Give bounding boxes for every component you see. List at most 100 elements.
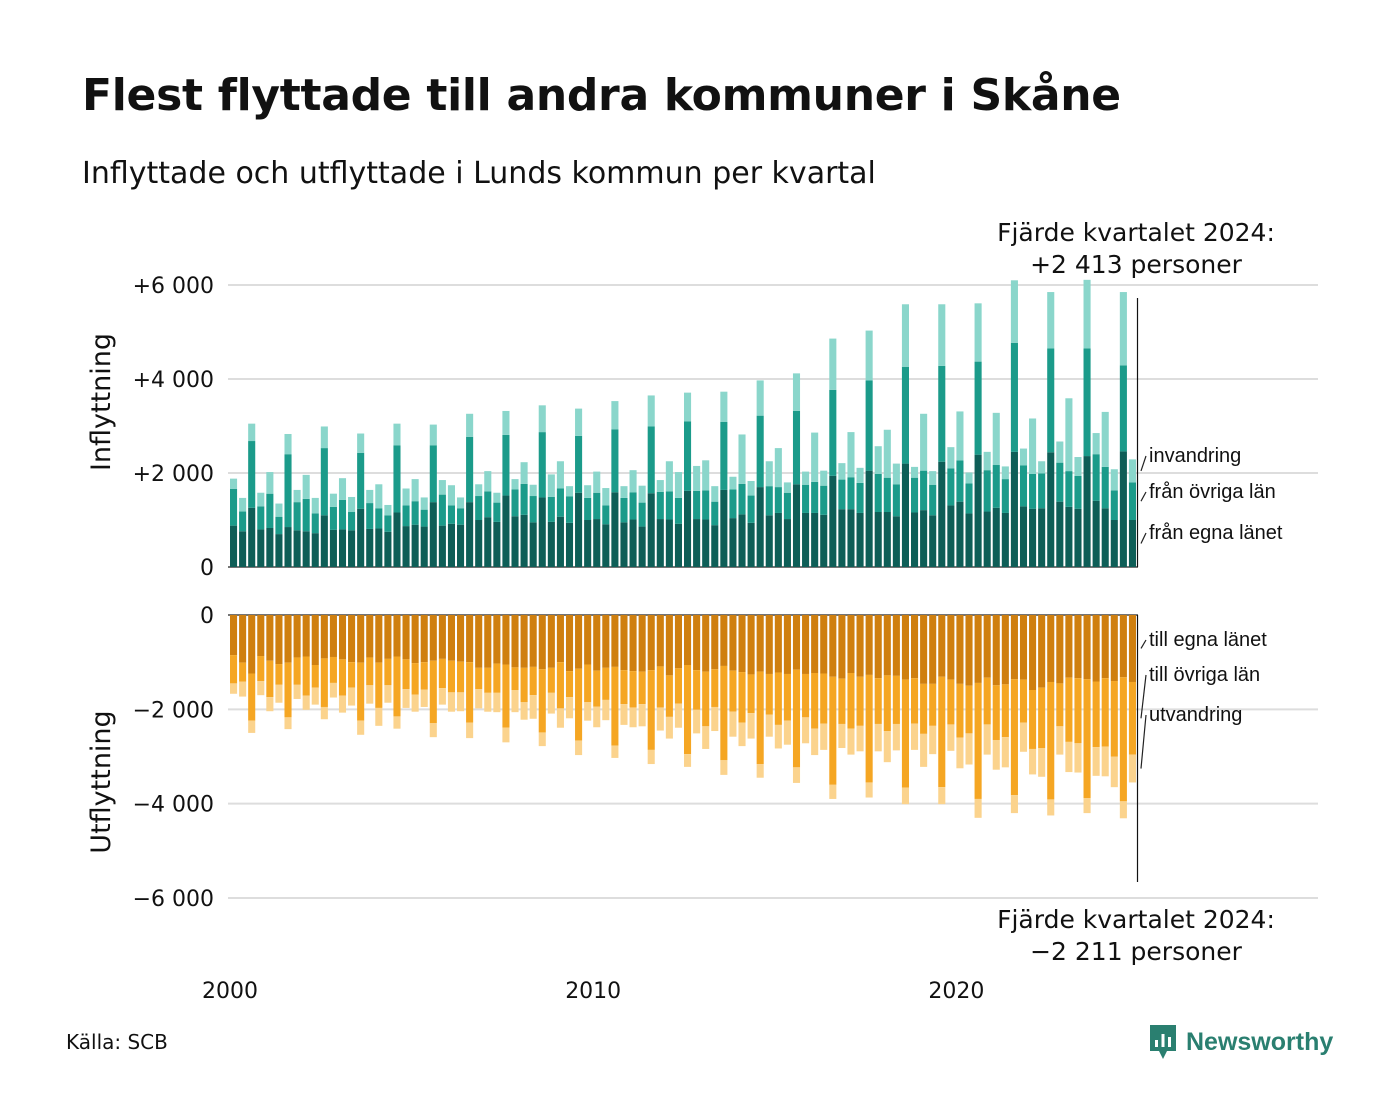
utflyttning-bar-utvandring [1092, 747, 1100, 776]
inflyttning-bar-invandring [266, 472, 274, 494]
utflyttning-bar-till-övriga-län [493, 663, 501, 693]
inflyttning-bar-från-egna-länet [348, 530, 356, 567]
utflyttning-bar-till-egna-länet [239, 615, 247, 663]
utflyttning-bar-till-egna-länet [1047, 615, 1055, 682]
inflyttning-bar-från-egna-länet [447, 523, 455, 567]
inflyttning-bar-från-egna-länet [1047, 452, 1055, 567]
inflyttning-bar-från-egna-länet [783, 519, 791, 567]
utflyttning-bar-till-övriga-län [1074, 678, 1082, 744]
utflyttning-bar-utvandring [520, 702, 528, 720]
utflyttning-bar-till-egna-länet [802, 615, 810, 674]
inflyttning-bar-från-egna-länet [538, 497, 546, 567]
utflyttning-bar-till-övriga-län [266, 660, 274, 698]
inflyttning-bar-från-egna-länet [820, 514, 828, 567]
utflyttning-bar-till-övriga-län [920, 683, 928, 734]
utflyttning-bars [230, 615, 1136, 819]
inflyttning-y-tick-label: +4 000 [133, 368, 214, 393]
inflyttning-bar-från-egna-länet [565, 522, 574, 567]
inflyttning-bar-från-övriga-län [811, 481, 819, 513]
inflyttning-bar-från-övriga-län [230, 488, 238, 526]
inflyttning-bar-invandring [565, 486, 574, 497]
utflyttning-bar-utvandring [674, 703, 682, 728]
utflyttning-bar-till-egna-länet [747, 615, 755, 675]
inflyttning-bar-från-övriga-län [1047, 348, 1055, 453]
inflyttning-bar-från-egna-länet [1074, 508, 1082, 567]
utflyttning-bar-utvandring [1029, 748, 1037, 775]
utflyttning-bar-till-övriga-län [938, 676, 946, 788]
utflyttning-bar-till-övriga-län [747, 674, 755, 714]
utflyttning-bar-utvandring [375, 707, 383, 726]
utflyttning-bar-utvandring [438, 688, 446, 705]
inflyttning-bar-från-övriga-län [393, 445, 401, 513]
inflyttning-bar-från-övriga-län [1019, 465, 1028, 507]
inflyttning-bar-från-övriga-län [702, 490, 710, 520]
inflyttning-bar-från-övriga-län [911, 477, 919, 513]
inflyttning-bar-från-egna-länet [357, 508, 365, 567]
utflyttning-bar-till-övriga-län [556, 662, 564, 709]
inflyttning-bar-från-övriga-län [820, 485, 828, 515]
inflyttning-bar-invandring [1019, 448, 1028, 466]
inflyttning-bar-från-egna-länet [1119, 451, 1127, 567]
inflyttning-bar-från-övriga-län [484, 491, 492, 518]
inflyttning-bar-från-övriga-län [1128, 482, 1136, 520]
chart-subtitle: Inflyttade och utflyttade i Lunds kommun… [82, 156, 876, 191]
inflyttning-bar-invandring [693, 465, 701, 491]
inflyttning-bar-från-egna-länet [1110, 520, 1118, 567]
utflyttning-bar-utvandring [275, 684, 283, 703]
inflyttning-bar-invandring [1092, 433, 1100, 455]
inflyttning-bar-från-övriga-län [320, 448, 328, 516]
utflyttning-bar-till-egna-länet [257, 615, 265, 657]
utflyttning-bar-till-egna-länet [629, 615, 637, 672]
utflyttning-bar-till-egna-länet [429, 615, 437, 661]
inflyttning-bar-invandring [338, 478, 347, 500]
inflyttning-bar-från-övriga-län [847, 477, 855, 510]
inflyttning-bar-invandring [802, 471, 810, 485]
inflyttning-bar-från-egna-länet [656, 519, 664, 567]
inflyttning-bar-från-övriga-län [665, 491, 673, 520]
utflyttning-bar-till-övriga-län [792, 669, 801, 768]
utflyttning-bar-till-övriga-län [320, 658, 328, 707]
inflyttning-bar-invandring [484, 471, 492, 492]
inflyttning-bar-från-övriga-län [302, 498, 310, 532]
inflyttning-bar-från-egna-länet [838, 509, 846, 567]
inflyttning-bar-från-egna-länet [792, 484, 801, 567]
inflyttning-bar-invandring [856, 467, 864, 483]
inflyttning-bar-från-egna-länet [665, 519, 673, 567]
x-tick-label: 2020 [928, 979, 984, 1004]
utflyttning-bar-utvandring [1065, 741, 1073, 773]
utflyttning-bar-till-egna-länet [656, 615, 664, 667]
utflyttning-bar-utvandring [693, 709, 701, 734]
utflyttning-y-tick-label: −4 000 [133, 793, 214, 818]
inflyttning-bar-från-övriga-län [257, 506, 265, 530]
utflyttning-bar-utvandring [257, 681, 265, 696]
inflyttning-bar-från-egna-länet [865, 470, 873, 567]
utflyttning-bar-utvandring [429, 723, 437, 738]
newsworthy-brand: Newsworthy [1148, 1022, 1333, 1062]
utflyttning-bar-till-egna-länet [729, 615, 737, 671]
utflyttning-bar-till-egna-länet [738, 615, 746, 673]
inflyttning-bar-från-egna-länet [547, 521, 555, 567]
utflyttning-bar-utvandring [447, 692, 455, 712]
utflyttning-bar-utvandring [393, 716, 401, 729]
inflyttning-bar-invandring [829, 338, 837, 390]
utflyttning-bar-utvandring [402, 689, 410, 708]
inflyttning-bar-från-övriga-län [802, 484, 810, 513]
utflyttning-bar-till-egna-länet [438, 615, 446, 659]
utflyttning-bar-utvandring [1128, 754, 1136, 783]
utflyttning-bar-till-egna-länet [565, 615, 574, 672]
newsworthy-logo-icon [1150, 1025, 1176, 1059]
utflyttning-bar-till-övriga-län [1083, 679, 1091, 799]
utflyttning-bar-till-egna-länet [720, 615, 728, 666]
utflyttning-bar-utvandring [411, 694, 419, 712]
inflyttning-bar-från-övriga-län [774, 487, 782, 513]
inflyttning-bar-från-egna-länet [1083, 456, 1091, 567]
inflyttning-bar-invandring [575, 408, 583, 436]
utflyttning-bar-till-egna-länet [711, 615, 719, 670]
utflyttning-bar-till-övriga-län [275, 664, 283, 685]
utflyttning-bar-till-egna-länet [611, 615, 619, 667]
utflyttning-legend-label: till egna länet [1149, 629, 1267, 651]
inflyttning-bar-från-övriga-län [293, 502, 301, 531]
utflyttning-bar-till-övriga-län [956, 683, 964, 738]
utflyttning-bar-utvandring [920, 733, 928, 767]
inflyttning-bar-invandring [1074, 457, 1082, 476]
